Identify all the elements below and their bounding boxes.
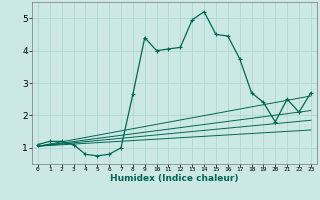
X-axis label: Humidex (Indice chaleur): Humidex (Indice chaleur) [110, 174, 239, 183]
